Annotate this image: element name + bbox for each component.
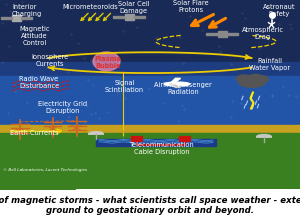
- Polygon shape: [169, 84, 181, 87]
- Text: Ionosphere
Currents: Ionosphere Currents: [31, 54, 68, 67]
- Polygon shape: [96, 139, 216, 146]
- Text: Telecommunication
Cable Disruption: Telecommunication Cable Disruption: [130, 142, 194, 155]
- Polygon shape: [256, 135, 272, 137]
- Bar: [124, 14, 134, 20]
- Text: Plasma
Bubble: Plasma Bubble: [94, 56, 122, 69]
- Text: Airline Passenger
Radiation: Airline Passenger Radiation: [154, 82, 212, 95]
- Ellipse shape: [236, 75, 253, 82]
- Text: The effects of magnetic storms - what scientists call space weather - extend fro: The effects of magnetic storms - what sc…: [0, 196, 300, 215]
- Bar: [0, 0, 300, 79]
- Bar: [113, 16, 124, 18]
- Bar: [131, 136, 142, 141]
- Bar: [218, 31, 226, 37]
- Text: © Bell Laboratories, Lucent Technologies: © Bell Laboratories, Lucent Technologies: [3, 168, 87, 172]
- Text: Signal
Scintillation: Signal Scintillation: [105, 80, 144, 93]
- Text: Electricity Grid
Disruption: Electricity Grid Disruption: [38, 101, 88, 114]
- Text: Solar Flare
Protons: Solar Flare Protons: [173, 0, 208, 13]
- Text: Radio Wave
Disturbance: Radio Wave Disturbance: [19, 76, 59, 89]
- Text: Solar Cell
Damage: Solar Cell Damage: [118, 1, 149, 14]
- Bar: [21, 17, 32, 19]
- Polygon shape: [169, 78, 181, 84]
- Ellipse shape: [249, 74, 262, 81]
- Bar: [0, 133, 300, 189]
- Text: Atmospheric
Drag: Atmospheric Drag: [242, 28, 284, 41]
- Ellipse shape: [164, 82, 190, 86]
- Text: Interior
Charging: Interior Charging: [12, 4, 42, 17]
- Bar: [206, 33, 218, 35]
- Ellipse shape: [238, 77, 266, 87]
- Ellipse shape: [93, 52, 120, 71]
- Bar: [0, 62, 300, 100]
- Bar: [0, 125, 300, 139]
- Text: Earth Currents: Earth Currents: [10, 130, 59, 136]
- Text: Magnetic
Attitude
Control: Magnetic Attitude Control: [19, 26, 50, 46]
- Bar: [134, 16, 145, 18]
- Bar: [0, 76, 300, 127]
- Bar: [12, 15, 21, 21]
- Bar: [1, 17, 12, 19]
- Ellipse shape: [254, 76, 268, 83]
- Text: Astronaut
Safety: Astronaut Safety: [263, 4, 295, 17]
- Polygon shape: [88, 132, 104, 134]
- Bar: [179, 136, 190, 141]
- Text: Rainfall
Water Vapor: Rainfall Water Vapor: [249, 58, 291, 71]
- Text: Micrometeoroids: Micrometeoroids: [62, 4, 118, 10]
- Bar: [226, 33, 238, 35]
